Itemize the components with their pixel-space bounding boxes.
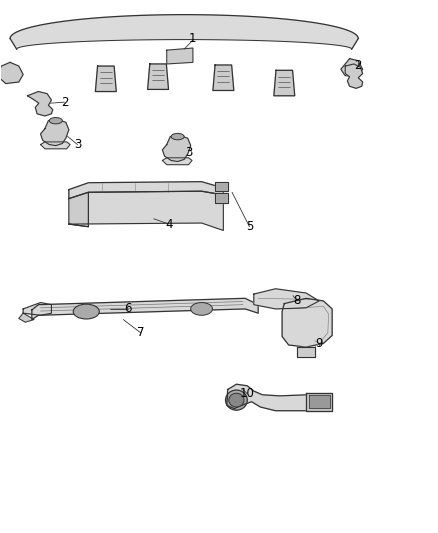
Polygon shape	[215, 193, 228, 203]
Text: 1: 1	[189, 32, 197, 45]
Polygon shape	[213, 65, 234, 91]
Polygon shape	[41, 142, 70, 149]
Polygon shape	[0, 62, 23, 84]
Polygon shape	[10, 14, 358, 49]
Text: 7: 7	[137, 326, 145, 340]
Polygon shape	[69, 191, 223, 230]
Polygon shape	[309, 395, 329, 408]
Polygon shape	[19, 313, 34, 322]
Polygon shape	[69, 182, 223, 199]
Polygon shape	[69, 192, 88, 227]
Ellipse shape	[229, 393, 244, 407]
Text: 10: 10	[240, 387, 255, 400]
Polygon shape	[297, 347, 315, 357]
Polygon shape	[162, 135, 191, 161]
Ellipse shape	[191, 303, 212, 316]
Text: 8: 8	[293, 294, 301, 308]
Polygon shape	[341, 59, 363, 77]
Text: 4: 4	[165, 217, 173, 231]
Text: 9: 9	[315, 337, 323, 350]
Polygon shape	[32, 298, 258, 319]
Text: 2: 2	[61, 95, 68, 109]
Polygon shape	[23, 303, 51, 316]
Polygon shape	[274, 70, 295, 96]
Polygon shape	[254, 289, 319, 309]
Polygon shape	[28, 92, 53, 116]
Text: 6: 6	[124, 302, 131, 316]
Text: 2: 2	[354, 59, 362, 71]
Ellipse shape	[49, 117, 62, 124]
Polygon shape	[41, 119, 69, 146]
Text: 5: 5	[246, 220, 253, 233]
Polygon shape	[95, 66, 116, 92]
Polygon shape	[227, 384, 315, 411]
Polygon shape	[345, 64, 363, 88]
Polygon shape	[215, 182, 228, 191]
Polygon shape	[162, 158, 192, 165]
Polygon shape	[306, 393, 332, 411]
Ellipse shape	[226, 390, 247, 410]
Text: 3: 3	[185, 146, 192, 159]
Ellipse shape	[171, 133, 184, 140]
Polygon shape	[282, 298, 332, 347]
Ellipse shape	[73, 304, 99, 319]
Text: 3: 3	[74, 138, 81, 151]
Polygon shape	[148, 64, 169, 90]
Polygon shape	[167, 48, 193, 64]
